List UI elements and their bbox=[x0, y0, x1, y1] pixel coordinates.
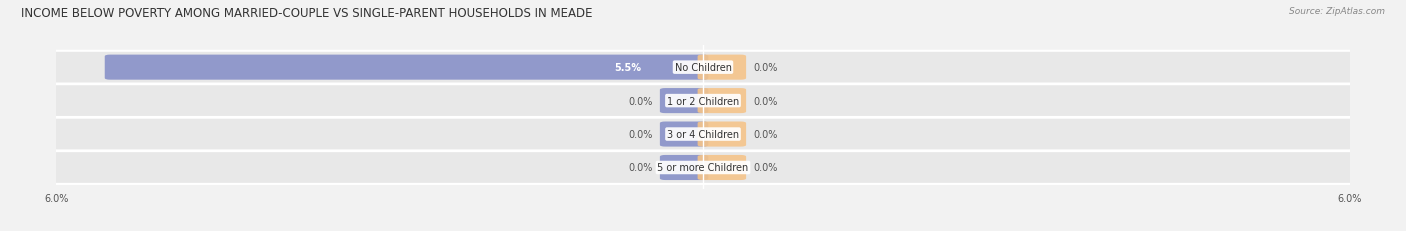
FancyBboxPatch shape bbox=[48, 118, 1358, 151]
FancyBboxPatch shape bbox=[697, 89, 747, 114]
FancyBboxPatch shape bbox=[697, 55, 747, 80]
Text: 0.0%: 0.0% bbox=[754, 130, 778, 140]
Text: 5.5%: 5.5% bbox=[614, 63, 641, 73]
Text: 0.0%: 0.0% bbox=[628, 163, 652, 173]
FancyBboxPatch shape bbox=[659, 89, 709, 114]
Text: 5 or more Children: 5 or more Children bbox=[658, 163, 748, 173]
Text: 0.0%: 0.0% bbox=[628, 96, 652, 106]
FancyBboxPatch shape bbox=[48, 52, 1358, 84]
FancyBboxPatch shape bbox=[659, 155, 709, 180]
Text: 1 or 2 Children: 1 or 2 Children bbox=[666, 96, 740, 106]
Text: Source: ZipAtlas.com: Source: ZipAtlas.com bbox=[1289, 7, 1385, 16]
Text: 0.0%: 0.0% bbox=[628, 130, 652, 140]
FancyBboxPatch shape bbox=[697, 155, 747, 180]
FancyBboxPatch shape bbox=[48, 152, 1358, 184]
FancyBboxPatch shape bbox=[48, 85, 1358, 118]
Text: INCOME BELOW POVERTY AMONG MARRIED-COUPLE VS SINGLE-PARENT HOUSEHOLDS IN MEADE: INCOME BELOW POVERTY AMONG MARRIED-COUPL… bbox=[21, 7, 592, 20]
Text: 0.0%: 0.0% bbox=[754, 163, 778, 173]
Text: 0.0%: 0.0% bbox=[754, 96, 778, 106]
Text: 0.0%: 0.0% bbox=[754, 63, 778, 73]
FancyBboxPatch shape bbox=[105, 55, 709, 80]
FancyBboxPatch shape bbox=[697, 122, 747, 147]
Text: 3 or 4 Children: 3 or 4 Children bbox=[666, 130, 740, 140]
Text: No Children: No Children bbox=[675, 63, 731, 73]
FancyBboxPatch shape bbox=[659, 122, 709, 147]
